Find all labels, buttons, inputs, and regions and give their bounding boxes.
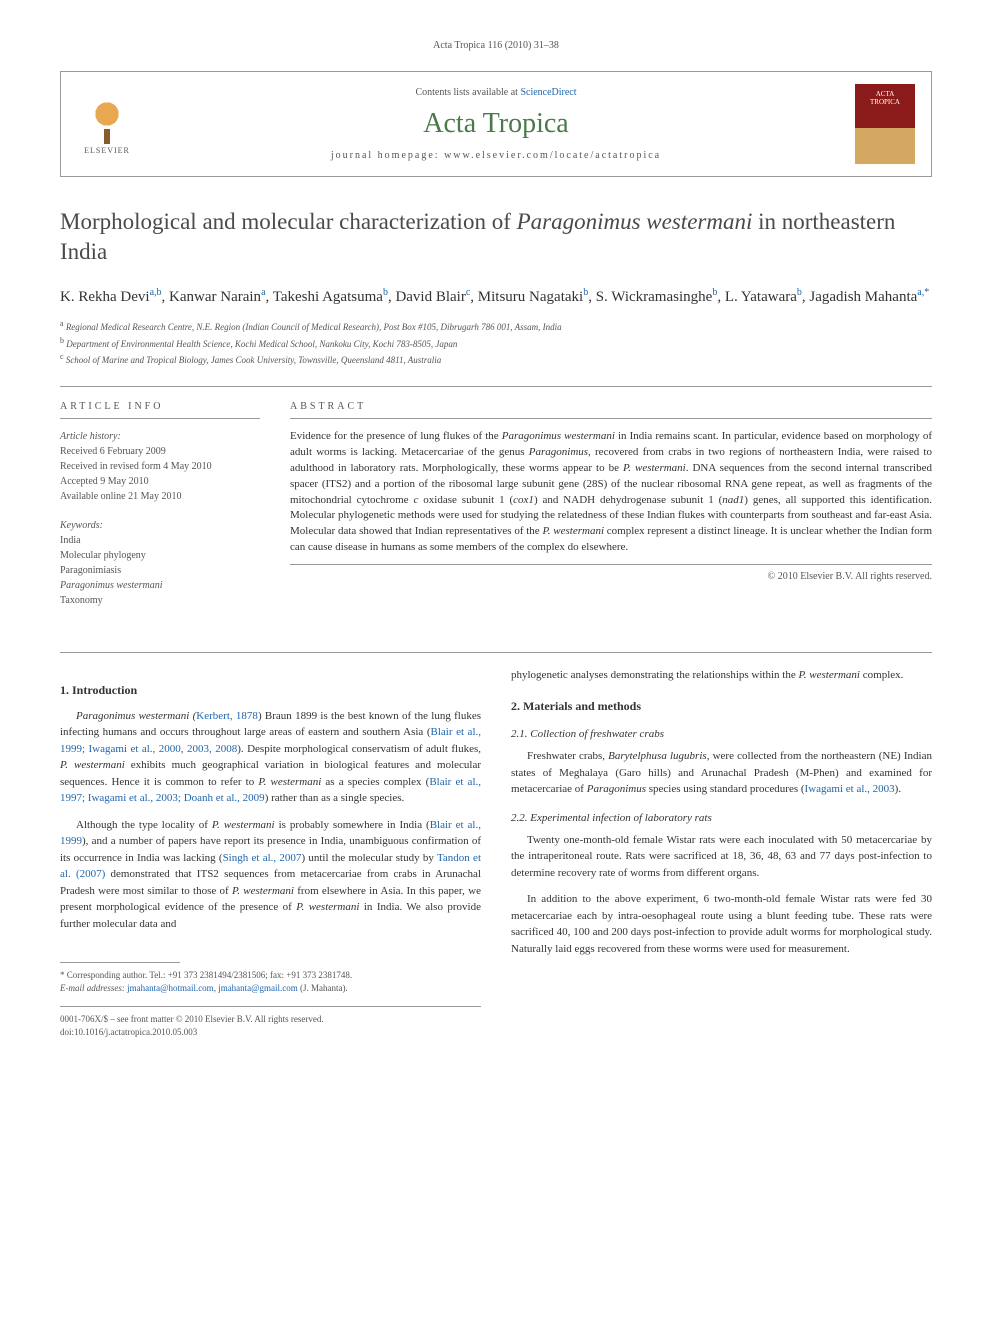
section-title: Introduction bbox=[72, 683, 137, 697]
subsection-title: Experimental infection of laboratory rat… bbox=[530, 812, 711, 824]
title-species: Paragonimus westermani bbox=[517, 209, 753, 234]
cover-text-1: ACTA bbox=[876, 90, 895, 98]
authors-line: K. Rekha Devia,b, Kanwar Naraina, Takesh… bbox=[60, 285, 932, 309]
subsection-num: 2.2. bbox=[511, 812, 528, 824]
article-info-heading: article info bbox=[60, 401, 260, 419]
email-link[interactable]: jmahanta@hotmail.com bbox=[127, 983, 214, 993]
divider-top bbox=[60, 386, 932, 387]
email-label: E-mail addresses: bbox=[60, 983, 127, 993]
body-paragraph: In addition to the above experiment, 6 t… bbox=[511, 891, 932, 957]
footnote-corr: * Corresponding author. Tel.: +91 373 23… bbox=[60, 969, 481, 982]
elsevier-logo: ELSEVIER bbox=[77, 89, 137, 159]
body-span: ) until the molecular study by bbox=[301, 852, 437, 864]
corresponding-author-footnote: * Corresponding author. Tel.: +91 373 23… bbox=[60, 969, 481, 994]
article-history-block: Article history: Received 6 February 200… bbox=[60, 429, 260, 504]
subsection-num: 2.1. bbox=[511, 728, 528, 740]
body-col-left: 1. Introduction Paragonimus westermani (… bbox=[60, 667, 481, 1039]
body-paragraph: phylogenetic analyses demonstrating the … bbox=[511, 667, 932, 684]
info-abstract-row: article info Article history: Received 6… bbox=[60, 401, 932, 622]
body-paragraph: Although the type locality of P. westerm… bbox=[60, 817, 481, 933]
header-citation: Acta Tropica 116 (2010) 31–38 bbox=[60, 40, 932, 51]
page-container: Acta Tropica 116 (2010) 31–38 ELSEVIER C… bbox=[0, 0, 992, 1079]
homepage-url[interactable]: www.elsevier.com/locate/actatropica bbox=[444, 150, 661, 161]
email-suffix: (J. Mahanta). bbox=[298, 983, 348, 993]
section-2-heading: 2. Materials and methods bbox=[511, 699, 932, 714]
citation-link[interactable]: Kerbert, 1878 bbox=[196, 710, 258, 722]
body-span: Although the type locality of P. westerm… bbox=[76, 819, 430, 831]
body-columns: 1. Introduction Paragonimus westermani (… bbox=[60, 667, 932, 1039]
subsection-title: Collection of freshwater crabs bbox=[530, 728, 664, 740]
footer-doi: doi:10.1016/j.actatropica.2010.05.003 bbox=[60, 1026, 481, 1039]
keyword: India bbox=[60, 533, 260, 548]
contents-line: Contents lists available at ScienceDirec… bbox=[137, 87, 855, 98]
history-line: Accepted 9 May 2010 bbox=[60, 474, 260, 489]
journal-title: Acta Tropica bbox=[137, 108, 855, 140]
contents-prefix: Contents lists available at bbox=[415, 87, 520, 98]
article-info-col: article info Article history: Received 6… bbox=[60, 401, 260, 622]
section-title: Materials and methods bbox=[523, 699, 641, 713]
footnote-divider bbox=[60, 962, 180, 963]
article-title: Morphological and molecular characteriza… bbox=[60, 207, 932, 267]
body-col-right: phylogenetic analyses demonstrating the … bbox=[511, 667, 932, 1039]
body-span: ) rather than as a single species. bbox=[265, 792, 405, 804]
abstract-col: abstract Evidence for the presence of lu… bbox=[290, 401, 932, 622]
abstract-text: Evidence for the presence of lung flukes… bbox=[290, 429, 932, 557]
keyword: Paragonimiasis bbox=[60, 563, 260, 578]
elsevier-tree-icon bbox=[82, 94, 132, 144]
keywords-block: Keywords: India Molecular phylogeny Para… bbox=[60, 518, 260, 608]
section-1-heading: 1. Introduction bbox=[60, 683, 481, 698]
body-paragraph: Twenty one-month-old female Wistar rats … bbox=[511, 832, 932, 882]
citation-link[interactable]: Singh et al., 2007 bbox=[223, 852, 302, 864]
history-line: Received in revised form 4 May 2010 bbox=[60, 459, 260, 474]
divider-bottom bbox=[60, 652, 932, 653]
species-name: Paragonimus westermani ( bbox=[76, 710, 196, 722]
subsection-22-heading: 2.2. Experimental infection of laborator… bbox=[511, 812, 932, 824]
body-span: demonstrated that ITS2 sequences from me… bbox=[60, 868, 481, 930]
abstract-heading: abstract bbox=[290, 401, 932, 419]
body-span: ). bbox=[895, 783, 901, 795]
abstract-copyright: © 2010 Elsevier B.V. All rights reserved… bbox=[290, 564, 932, 582]
body-paragraph: Paragonimus westermani (Kerbert, 1878) B… bbox=[60, 708, 481, 807]
keywords-label: Keywords: bbox=[60, 518, 260, 533]
footer-copyright: 0001-706X/$ – see front matter © 2010 El… bbox=[60, 1013, 481, 1026]
sciencedirect-link[interactable]: ScienceDirect bbox=[520, 87, 576, 98]
keyword: Molecular phylogeny bbox=[60, 548, 260, 563]
email-link[interactable]: jmahanta@gmail.com bbox=[218, 983, 298, 993]
elsevier-logo-text: ELSEVIER bbox=[84, 146, 130, 155]
history-label: Article history: bbox=[60, 429, 260, 444]
section-num: 1. bbox=[60, 683, 69, 697]
journal-homepage: journal homepage: www.elsevier.com/locat… bbox=[137, 150, 855, 161]
section-num: 2. bbox=[511, 699, 520, 713]
history-line: Available online 21 May 2010 bbox=[60, 489, 260, 504]
homepage-prefix: journal homepage: bbox=[331, 150, 444, 161]
citation-link[interactable]: Iwagami et al., 2003 bbox=[805, 783, 895, 795]
history-line: Received 6 February 2009 bbox=[60, 444, 260, 459]
journal-cover-thumbnail: ACTA TROPICA bbox=[855, 84, 915, 164]
journal-header-center: Contents lists available at ScienceDirec… bbox=[137, 87, 855, 161]
body-paragraph: Freshwater crabs, Barytelphusa lugubris,… bbox=[511, 748, 932, 798]
keyword: Paragonimus westermani bbox=[60, 578, 260, 593]
title-pre: Morphological and molecular characteriza… bbox=[60, 209, 517, 234]
affiliations: a Regional Medical Research Centre, N.E.… bbox=[60, 318, 932, 368]
footnote-email-line: E-mail addresses: jmahanta@hotmail.com, … bbox=[60, 982, 481, 995]
keyword: Taxonomy bbox=[60, 593, 260, 608]
footer-divider bbox=[60, 1006, 481, 1007]
subsection-21-heading: 2.1. Collection of freshwater crabs bbox=[511, 728, 932, 740]
journal-header: ELSEVIER Contents lists available at Sci… bbox=[60, 71, 932, 177]
cover-text-2: TROPICA bbox=[870, 98, 900, 106]
